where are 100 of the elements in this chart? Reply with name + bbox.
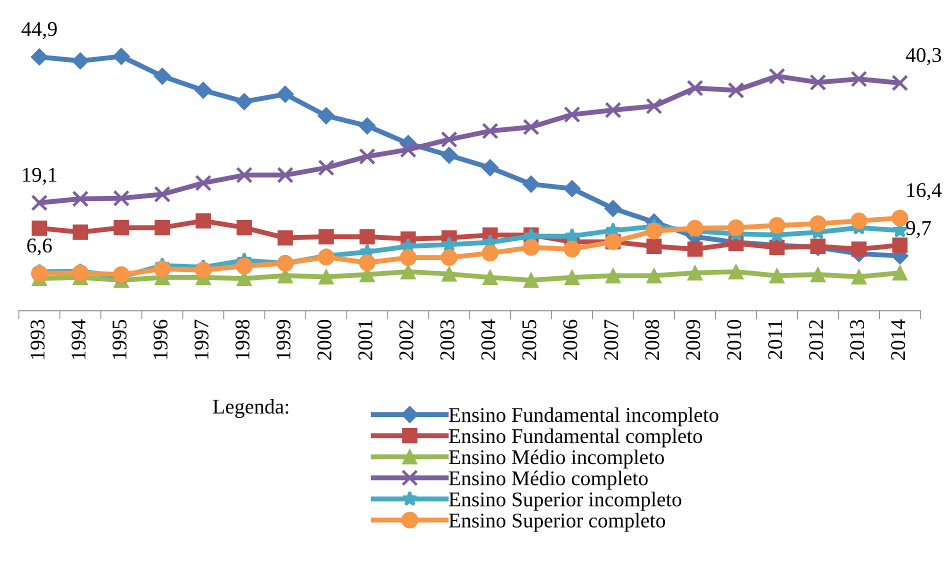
point: [646, 222, 662, 240]
point: [810, 238, 826, 254]
point: [236, 93, 253, 110]
point: [31, 265, 48, 282]
point: [686, 220, 704, 237]
point: [522, 239, 540, 256]
point: [278, 230, 293, 246]
point: [400, 249, 417, 266]
point: [236, 258, 253, 274]
point: [604, 102, 622, 118]
point: [892, 265, 908, 281]
point: [196, 213, 211, 229]
point: [276, 86, 294, 103]
point: [605, 268, 621, 284]
point: [646, 268, 662, 284]
x-tick-label: 1996: [154, 320, 168, 359]
point: [114, 220, 129, 236]
x-tick-label: 2010: [727, 320, 742, 360]
point: [400, 264, 416, 280]
x-tick-label: 1994: [72, 319, 86, 359]
point: [728, 82, 744, 99]
point: [769, 268, 785, 284]
point: [72, 224, 88, 240]
point: [236, 220, 252, 236]
point: [32, 220, 48, 236]
point: [810, 215, 826, 232]
point: [358, 148, 376, 165]
data-label: 9,7: [906, 221, 931, 238]
x-tick-label: 2000: [317, 320, 332, 360]
x-tick-label: 1999: [276, 320, 290, 359]
point: [318, 248, 335, 266]
point: [523, 272, 539, 288]
point: [851, 269, 867, 284]
point: [318, 269, 334, 284]
point: [440, 249, 458, 266]
point: [482, 270, 498, 286]
x-tick-label: 2002: [399, 320, 414, 360]
point: [482, 244, 498, 262]
point: [564, 270, 580, 286]
point: [318, 229, 334, 244]
x-tick-label: 2007: [604, 320, 618, 360]
point: [30, 48, 48, 66]
legend-label: Ensino Superior completo: [448, 512, 666, 532]
point: [358, 117, 376, 134]
point: [72, 52, 89, 70]
x-tick-label: 2011: [768, 320, 782, 360]
point: [522, 176, 540, 193]
point: [441, 236, 458, 252]
point: [768, 68, 786, 85]
point: [850, 70, 868, 88]
point: [442, 266, 457, 282]
x-tick-label: 2014: [891, 319, 906, 360]
x-tick-label: 2001: [358, 320, 372, 360]
point: [604, 200, 622, 217]
legend-label: Ensino Fundamental completo: [448, 428, 702, 448]
point: [564, 240, 580, 258]
point: [318, 159, 335, 176]
data-label: 16,4: [907, 183, 942, 200]
point: [194, 174, 212, 192]
point: [810, 266, 826, 282]
point: [687, 242, 703, 257]
x-tick-label: 2009: [686, 320, 700, 360]
x-tick-label: 1993: [30, 320, 45, 359]
point: [154, 220, 170, 236]
point: [194, 82, 212, 99]
x-tick-label: 2006: [563, 320, 578, 360]
point: [358, 254, 376, 272]
point: [851, 242, 867, 257]
point: [72, 190, 89, 208]
x-tick-label: 2005: [522, 320, 536, 360]
point: [769, 240, 785, 256]
data-label: 40,3: [906, 48, 942, 66]
point: [768, 217, 786, 234]
point: [728, 264, 744, 280]
legend-label: Ensino Superior incompleto: [448, 492, 682, 511]
point: [31, 194, 48, 212]
point: [112, 266, 130, 283]
point: [276, 166, 294, 184]
x-tick-label: 1998: [235, 320, 250, 359]
x-tick-label: 2003: [440, 320, 454, 360]
point: [686, 80, 704, 96]
point: [646, 238, 662, 254]
point: [482, 122, 498, 140]
point: [318, 107, 335, 124]
point: [194, 262, 212, 278]
data-label: 6,6: [27, 238, 52, 256]
point: [850, 212, 868, 230]
point: [400, 141, 417, 158]
point: [440, 131, 458, 148]
legend-label: Ensino Fundamental incompleto: [448, 407, 718, 426]
point: [522, 118, 540, 136]
point: [728, 219, 744, 236]
point: [154, 68, 171, 85]
point: [112, 48, 130, 65]
point: [810, 74, 826, 91]
point: [482, 159, 499, 176]
x-tick-label: 1997: [194, 320, 208, 359]
point: [564, 228, 580, 244]
point: [236, 166, 253, 184]
point: [892, 74, 908, 92]
